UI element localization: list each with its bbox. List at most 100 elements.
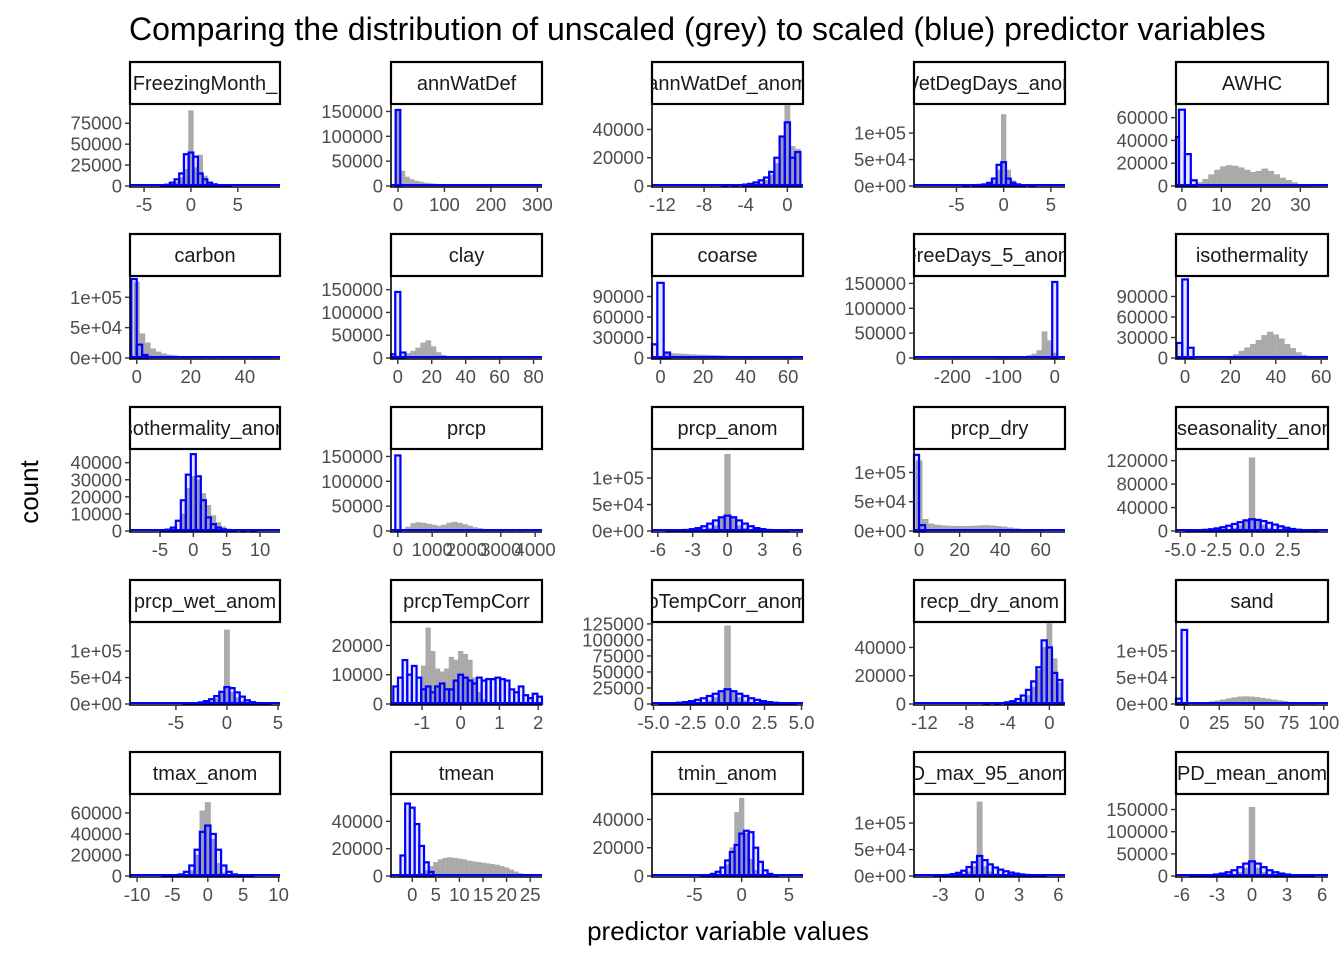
scaled-histogram-bar <box>1051 280 1059 360</box>
y-tick-label: 0 <box>373 866 383 887</box>
x-tick-label: 0 <box>203 884 213 905</box>
scaled-histogram-bar <box>394 108 402 188</box>
y-tick-label: 90000 <box>593 286 644 307</box>
y-tick-label: 10000 <box>71 503 122 524</box>
y-tick-label: 40000 <box>71 452 122 473</box>
x-tick-label: -6 <box>650 539 666 560</box>
y-tick-label: 0 <box>373 521 383 542</box>
x-tick-label: 50 <box>1244 712 1265 733</box>
y-tick-label: 90000 <box>1117 286 1168 307</box>
y-tick-label: 30000 <box>1117 327 1168 348</box>
y-tick-label: 50000 <box>332 151 383 172</box>
x-tick-label: 40 <box>455 366 476 387</box>
facet-strip <box>1174 578 1330 624</box>
y-tick-label: 5e+04 <box>854 149 906 170</box>
x-tick-label: -8 <box>696 194 712 215</box>
x-tick-label: -5.0 <box>1164 539 1196 560</box>
unscaled-histogram-bar <box>461 859 467 877</box>
unscaled-histogram-bar <box>1261 168 1269 187</box>
x-tick-label: -5 <box>136 194 152 215</box>
y-tick-label: 0 <box>634 866 644 887</box>
x-tick-label: 0.0 <box>715 712 741 733</box>
x-tick-label: 60 <box>1311 366 1332 387</box>
x-tick-label: 0 <box>1247 884 1257 905</box>
x-tick-label: 5 <box>784 884 794 905</box>
facet-strip <box>912 750 1067 796</box>
x-tick-label: 0 <box>1180 366 1190 387</box>
y-tick-label: 120000 <box>1106 450 1168 471</box>
unscaled-histogram-bar <box>1249 344 1257 359</box>
x-tick-label: 100 <box>429 194 460 215</box>
unscaled-histogram-bar <box>475 862 481 877</box>
x-tick-label: -3 <box>684 539 700 560</box>
x-tick-label: 0 <box>393 539 403 560</box>
y-tick-label: 1e+05 <box>70 287 122 308</box>
y-tick-label: 0 <box>373 348 383 369</box>
x-tick-label: -5 <box>168 712 184 733</box>
facet-strip-label: sand <box>1230 591 1273 613</box>
facet-strip <box>650 232 805 278</box>
x-tick-label: 5 <box>222 539 232 560</box>
y-tick-label: 0 <box>112 521 122 542</box>
facet-panel: FreeDays_5_anom 0 50000 100000 150000 -200 -10… <box>844 232 1074 387</box>
facet-strip <box>1174 232 1330 278</box>
x-tick-label: 0 <box>456 712 466 733</box>
facet-strip-label: prcp <box>447 418 486 440</box>
x-tick-label: -2.5 <box>1200 539 1232 560</box>
facet-panel: prcp_wet_anom 0e+00 5e+04 1e+05 -5 0 5 <box>70 578 283 733</box>
facet-strip <box>1174 60 1330 106</box>
x-tick-label: 60 <box>489 366 510 387</box>
facet-strip-label: FreeDays_5_anom <box>904 245 1074 267</box>
facet-strip <box>650 750 805 796</box>
x-tick-label: -8 <box>958 712 974 733</box>
y-tick-label: 40000 <box>1117 130 1168 151</box>
x-tick-label: -1 <box>414 712 430 733</box>
x-tick-label: 0 <box>782 194 792 215</box>
x-tick-label: 2.5 <box>752 712 778 733</box>
x-tick-label: -200 <box>934 366 971 387</box>
y-tick-label: 30000 <box>71 469 122 490</box>
y-tick-label: 40000 <box>1117 497 1168 518</box>
chart-title: Comparing the distribution of unscaled (… <box>129 11 1266 47</box>
y-tick-label: 1e+05 <box>592 468 644 489</box>
unscaled-histogram-bar <box>1261 335 1268 359</box>
unscaled-histogram-bar <box>466 860 472 877</box>
unscaled-histogram-bar <box>456 858 463 877</box>
y-tick-label: 0e+00 <box>70 348 122 369</box>
facet-strip-label: isothermality_anom <box>118 418 291 440</box>
y-tick-label: 0 <box>634 176 644 197</box>
facet-panel: pTempCorr_anom 02500050000750001000001250… <box>582 578 814 733</box>
y-tick-label: 0e+00 <box>854 176 906 197</box>
x-tick-label: -5 <box>686 884 702 905</box>
y-tick-label: 50000 <box>593 661 644 682</box>
facet-strip-label: prcp_wet_anom <box>134 591 276 613</box>
scaled-histogram-bar <box>1180 628 1189 706</box>
scaled-histogram-bar <box>794 150 802 188</box>
y-tick-label: 0e+00 <box>854 521 906 542</box>
facet-strip <box>128 405 282 451</box>
x-tick-label: 0 <box>1044 712 1054 733</box>
facet-strip-label: _seasonality_anom <box>1165 418 1338 440</box>
facet-strip-label: AWHC <box>1222 73 1282 95</box>
y-tick-label: 100000 <box>321 126 383 147</box>
facet-strip <box>389 232 544 278</box>
y-tick-label: 100000 <box>321 302 383 323</box>
scaled-histogram-bar <box>656 281 665 360</box>
y-tick-label: 60000 <box>1117 307 1168 328</box>
unscaled-histogram-bar <box>1237 167 1245 187</box>
x-tick-label: 6 <box>792 539 802 560</box>
x-tick-label: 10 <box>1211 194 1232 215</box>
x-tick-label: 6 <box>1053 884 1063 905</box>
y-tick-label: 40000 <box>855 637 906 658</box>
x-tick-label: 0 <box>999 194 1009 215</box>
x-tick-label: -5 <box>164 884 180 905</box>
unscaled-histogram-bar <box>1214 169 1221 187</box>
facet-panel: D_max_95_anom 0e+00 5e+04 1e+05 -3 0 3 6 <box>854 750 1067 905</box>
facet-strip <box>128 578 282 624</box>
x-tick-label: 80 <box>523 366 544 387</box>
facet-strip <box>1174 750 1330 796</box>
